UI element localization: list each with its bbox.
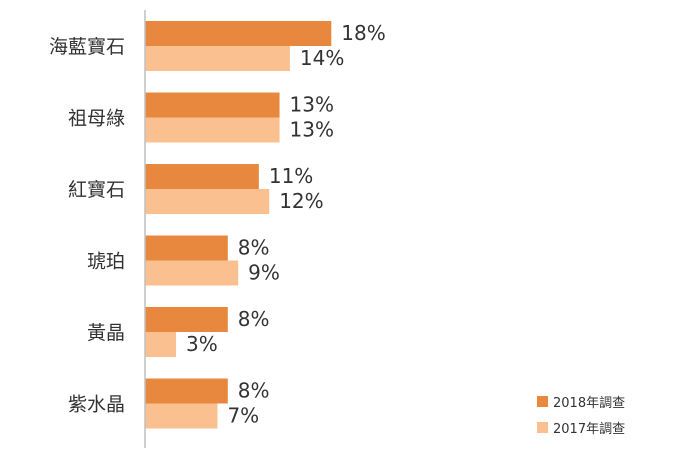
- bar-series-a: [145, 235, 228, 261]
- legend-swatch: [537, 422, 548, 433]
- category-label: 紅寶石: [68, 179, 125, 201]
- data-label: 8%: [238, 379, 270, 403]
- bar-series-a: [145, 21, 332, 46]
- category-label: 紫水晶: [68, 394, 125, 416]
- bars-layer: [145, 21, 332, 429]
- bar-series-b: [145, 189, 270, 214]
- data-label: 3%: [186, 332, 218, 356]
- data-label: 14%: [300, 46, 344, 70]
- data-label: 8%: [238, 236, 270, 260]
- legend-label: 2017年調查: [553, 422, 625, 437]
- category-label: 黃晶: [87, 322, 125, 344]
- data-label: 13%: [290, 93, 334, 117]
- data-label: 12%: [279, 189, 323, 213]
- bar-series-b: [145, 332, 177, 357]
- bar-series-a: [145, 92, 280, 118]
- bar-series-a: [145, 307, 228, 332]
- bar-series-b: [145, 117, 280, 143]
- legend-label: 2018年調查: [553, 396, 625, 411]
- category-label: 祖母綠: [68, 108, 125, 130]
- category-label: 海藍寶石: [49, 36, 125, 58]
- bar-series-b: [145, 260, 239, 286]
- bar-series-b: [145, 46, 290, 71]
- data-label: 13%: [290, 118, 334, 142]
- data-label: 8%: [238, 307, 270, 331]
- data-label: 9%: [248, 261, 280, 285]
- data-label: 7%: [227, 404, 259, 428]
- bar-series-a: [145, 378, 228, 404]
- bar-series-b: [145, 403, 218, 429]
- bar-series-a: [145, 164, 259, 189]
- data-label: 18%: [341, 21, 385, 45]
- value-labels-layer: 18%14%13%13%11%12%8%9%8%3%8%7%: [186, 21, 386, 428]
- legend: 2018年調查 2017年調查: [537, 396, 625, 437]
- legend-swatch: [537, 396, 548, 407]
- data-label: 11%: [269, 164, 313, 188]
- category-label: 琥珀: [87, 251, 125, 273]
